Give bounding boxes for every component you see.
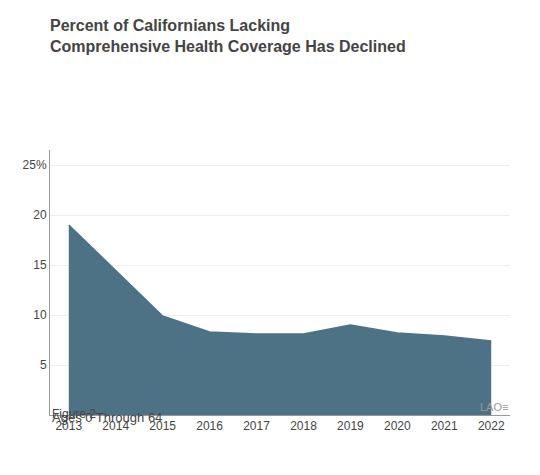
svg-text:2018: 2018 (290, 419, 317, 433)
svg-text:10: 10 (33, 308, 47, 322)
svg-text:2015: 2015 (149, 419, 176, 433)
svg-text:2020: 2020 (384, 419, 411, 433)
svg-text:25%: 25% (23, 158, 47, 172)
svg-text:LAO≡: LAO≡ (480, 401, 508, 413)
svg-text:2019: 2019 (337, 419, 364, 433)
svg-text:2014: 2014 (102, 419, 129, 433)
svg-text:15: 15 (33, 258, 47, 272)
svg-text:Figure 2: Figure 2 (52, 407, 96, 421)
svg-text:Ages 0 Through 64: Ages 0 Through 64 (52, 410, 162, 425)
svg-text:2017: 2017 (243, 419, 270, 433)
svg-text:2021: 2021 (431, 419, 458, 433)
svg-text:2016: 2016 (196, 419, 223, 433)
svg-text:2013: 2013 (55, 419, 82, 433)
svg-text:5: 5 (40, 358, 47, 372)
svg-text:2022: 2022 (478, 419, 505, 433)
svg-text:Percent of Californians Lackin: Percent of Californians LackingComprehen… (50, 17, 406, 55)
svg-text:20: 20 (33, 208, 47, 222)
